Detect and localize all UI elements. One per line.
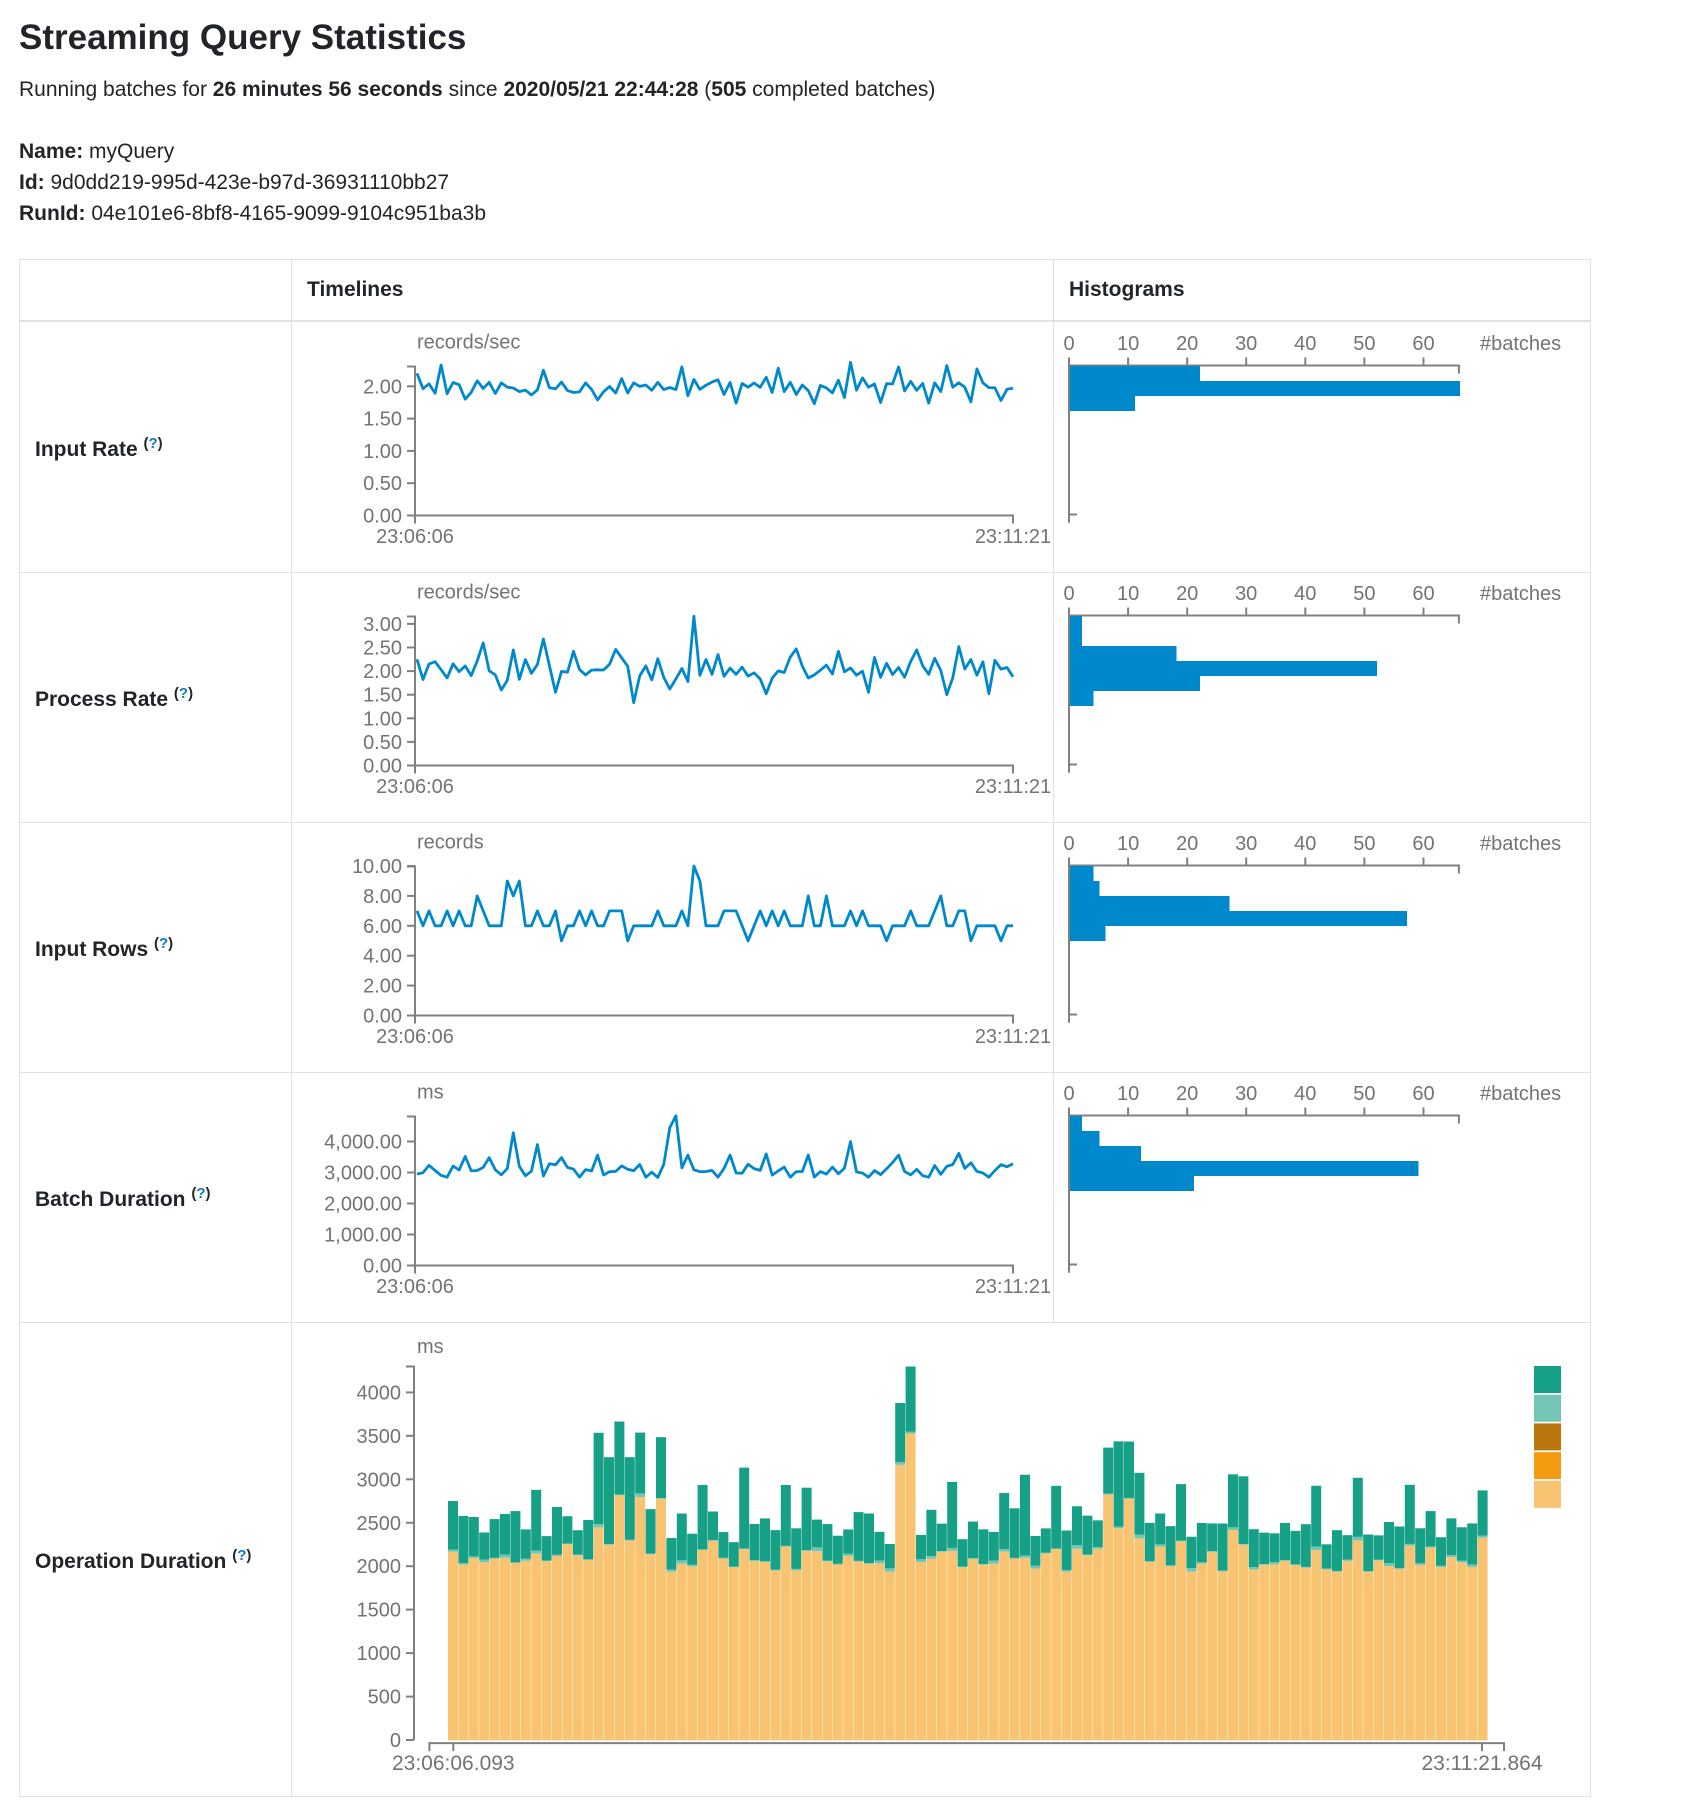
svg-text:4000: 4000	[357, 1382, 402, 1404]
svg-text:40: 40	[1294, 1083, 1316, 1105]
svg-text:0: 0	[390, 1730, 401, 1752]
svg-text:23:06:06.093: 23:06:06.093	[392, 1752, 515, 1775]
svg-text:records/sec: records/sec	[417, 332, 520, 354]
svg-text:0: 0	[1063, 333, 1074, 355]
svg-text:3,000.00: 3,000.00	[324, 1163, 402, 1185]
svg-text:0: 0	[1063, 833, 1074, 855]
svg-text:8.00: 8.00	[363, 886, 402, 908]
svg-text:1,000.00: 1,000.00	[324, 1225, 402, 1247]
svg-text:ms: ms	[417, 1336, 444, 1358]
svg-text:3.00: 3.00	[363, 614, 402, 636]
svg-text:23:11:21: 23:11:21	[975, 1026, 1051, 1048]
svg-text:0.00: 0.00	[363, 506, 402, 528]
svg-text:23:11:21.864: 23:11:21.864	[1421, 1752, 1542, 1775]
svg-text:20: 20	[1176, 333, 1198, 355]
svg-text:1.50: 1.50	[363, 409, 402, 431]
svg-text:60: 60	[1412, 583, 1434, 605]
svg-text:50: 50	[1353, 583, 1375, 605]
svg-text:0: 0	[1063, 1083, 1074, 1105]
svg-text:10: 10	[1117, 1083, 1139, 1105]
svg-text:#batches: #batches	[1480, 583, 1561, 605]
svg-text:1500: 1500	[357, 1600, 402, 1622]
svg-text:10: 10	[1117, 583, 1139, 605]
svg-text:30: 30	[1235, 1083, 1257, 1105]
svg-text:1000: 1000	[357, 1643, 402, 1665]
svg-text:23:06:06: 23:06:06	[376, 1276, 454, 1298]
svg-text:4,000.00: 4,000.00	[324, 1132, 402, 1154]
svg-text:4.00: 4.00	[363, 946, 402, 968]
svg-text:1.00: 1.00	[363, 708, 402, 730]
svg-text:40: 40	[1294, 583, 1316, 605]
svg-text:3000: 3000	[357, 1469, 402, 1491]
svg-text:30: 30	[1235, 583, 1257, 605]
svg-text:2500: 2500	[357, 1513, 402, 1535]
svg-text:2.00: 2.00	[363, 376, 402, 398]
svg-text:10: 10	[1117, 833, 1139, 855]
svg-text:0: 0	[1063, 583, 1074, 605]
svg-text:0.00: 0.00	[363, 756, 402, 778]
svg-text:#batches: #batches	[1480, 833, 1561, 855]
svg-text:2.50: 2.50	[363, 638, 402, 660]
svg-text:30: 30	[1235, 833, 1257, 855]
svg-text:23:06:06: 23:06:06	[376, 776, 454, 798]
svg-text:20: 20	[1176, 1083, 1198, 1105]
svg-text:23:11:21: 23:11:21	[975, 526, 1051, 548]
svg-text:23:06:06: 23:06:06	[376, 1026, 454, 1048]
svg-text:20: 20	[1176, 583, 1198, 605]
svg-text:0.50: 0.50	[363, 473, 402, 495]
svg-text:records/sec: records/sec	[417, 582, 520, 604]
svg-text:50: 50	[1353, 833, 1375, 855]
svg-text:23:11:21: 23:11:21	[975, 1276, 1051, 1298]
svg-text:10: 10	[1117, 333, 1139, 355]
svg-text:2,000.00: 2,000.00	[324, 1194, 402, 1216]
svg-text:40: 40	[1294, 333, 1316, 355]
svg-text:2.00: 2.00	[363, 976, 402, 998]
svg-text:ms: ms	[417, 1082, 444, 1104]
svg-text:50: 50	[1353, 1083, 1375, 1105]
svg-text:60: 60	[1412, 333, 1434, 355]
svg-text:60: 60	[1412, 833, 1434, 855]
svg-text:0.00: 0.00	[363, 1006, 402, 1028]
svg-text:0.00: 0.00	[363, 1256, 402, 1278]
svg-text:20: 20	[1176, 833, 1198, 855]
svg-text:23:11:21: 23:11:21	[975, 776, 1051, 798]
svg-text:3500: 3500	[357, 1426, 402, 1448]
svg-text:2000: 2000	[357, 1556, 402, 1578]
svg-text:60: 60	[1412, 1083, 1434, 1105]
svg-text:1.50: 1.50	[363, 685, 402, 707]
svg-text:records: records	[417, 832, 484, 854]
svg-text:#batches: #batches	[1480, 333, 1561, 355]
svg-text:500: 500	[368, 1687, 401, 1709]
svg-text:6.00: 6.00	[363, 916, 402, 938]
svg-text:#batches: #batches	[1480, 1083, 1561, 1105]
svg-text:50: 50	[1353, 333, 1375, 355]
svg-text:2.00: 2.00	[363, 661, 402, 683]
svg-text:30: 30	[1235, 333, 1257, 355]
svg-text:23:06:06: 23:06:06	[376, 526, 454, 548]
svg-text:0.50: 0.50	[363, 732, 402, 754]
svg-text:10.00: 10.00	[352, 856, 402, 878]
svg-text:1.00: 1.00	[363, 441, 402, 463]
svg-text:40: 40	[1294, 833, 1316, 855]
